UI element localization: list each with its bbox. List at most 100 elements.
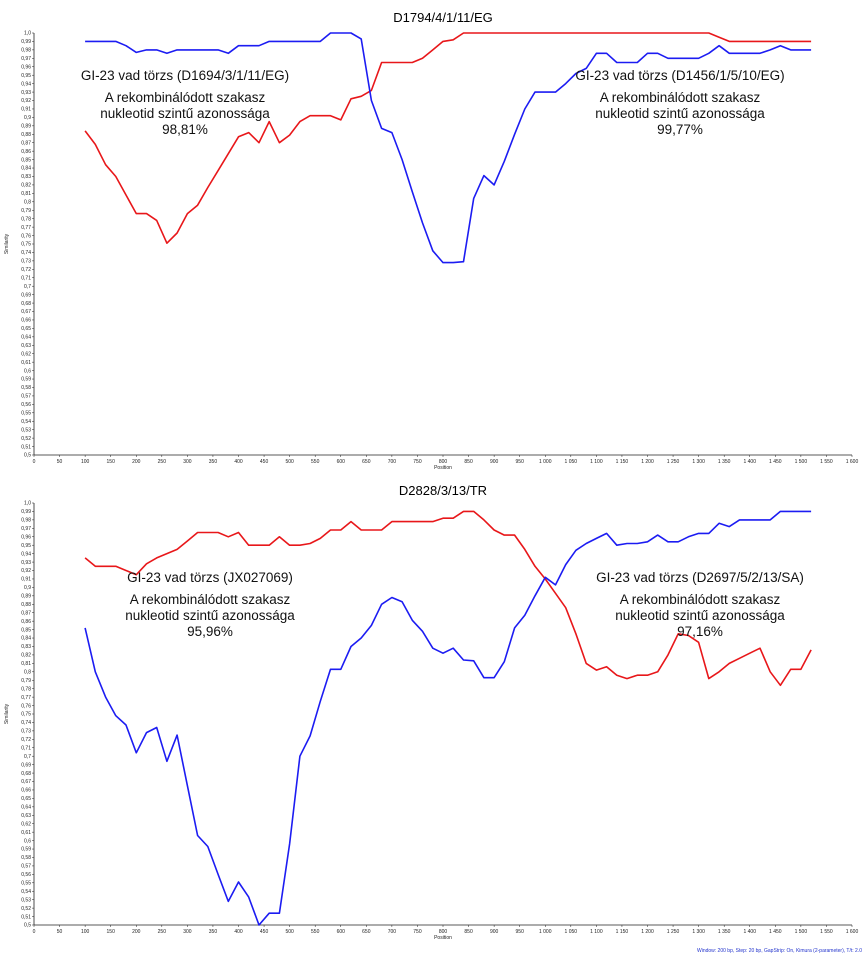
x-tick-label: 1 200 — [641, 459, 654, 465]
y-tick-label: 0,77 — [21, 695, 31, 701]
x-tick-label: 1 400 — [743, 459, 756, 465]
y-tick-label: 0,89 — [21, 594, 31, 600]
x-tick-label: 950 — [516, 929, 525, 935]
y-tick-label: 0,88 — [21, 602, 31, 608]
x-tick-label: 1 000 — [539, 929, 552, 935]
y-tick-label: 0,96 — [21, 64, 31, 70]
y-tick-label: 1,0 — [24, 501, 31, 507]
y-tick-label: 0,88 — [21, 132, 31, 138]
x-tick-label: 1 550 — [820, 929, 833, 935]
strain-annotation-label: GI-23 vad törzs (D1694/3/1/11/EG) — [81, 68, 289, 83]
x-tick-label: 1 200 — [641, 929, 654, 935]
y-tick-label: 0,7 — [24, 284, 31, 290]
x-tick-label: 150 — [107, 459, 116, 465]
y-tick-label: 0,82 — [21, 653, 31, 659]
y-tick-label: 0,63 — [21, 813, 31, 819]
y-tick-label: 0,63 — [21, 343, 31, 349]
x-tick-label: 1 300 — [692, 929, 705, 935]
x-tick-label: 100 — [81, 929, 90, 935]
y-tick-label: 0,99 — [21, 509, 31, 515]
y-tick-label: 0,5 — [24, 923, 31, 929]
y-tick-label: 0,84 — [21, 166, 31, 172]
y-tick-label: 0,52 — [21, 906, 31, 912]
x-tick-label: 800 — [439, 929, 448, 935]
y-tick-label: 0,84 — [21, 636, 31, 642]
y-tick-label: 0,73 — [21, 259, 31, 265]
x-tick-label: 750 — [413, 459, 422, 465]
y-tick-label: 0,99 — [21, 39, 31, 45]
x-tick-label: 1 400 — [743, 929, 756, 935]
recombination-identity-label: 97,16% — [677, 624, 723, 639]
y-tick-label: 0,6 — [24, 838, 31, 844]
y-tick-label: 0,74 — [21, 250, 31, 256]
y-tick-label: 0,5 — [24, 453, 31, 459]
x-tick-label: 600 — [337, 929, 346, 935]
y-tick-label: 0,78 — [21, 686, 31, 692]
y-tick-label: 0,64 — [21, 805, 31, 811]
y-tick-label: 0,58 — [21, 385, 31, 391]
y-tick-label: 0,53 — [21, 897, 31, 903]
strain-annotation-label: GI-23 vad törzs (JX027069) — [127, 570, 293, 585]
y-tick-label: 0,55 — [21, 881, 31, 887]
y-tick-label: 0,67 — [21, 779, 31, 785]
y-tick-label: 0,51 — [21, 444, 31, 450]
y-axis-label: Similarity — [4, 703, 10, 724]
y-tick-label: 0,95 — [21, 73, 31, 79]
y-tick-label: 0,87 — [21, 140, 31, 146]
x-tick-label: 800 — [439, 459, 448, 465]
y-tick-label: 0,58 — [21, 855, 31, 861]
x-tick-label: 50 — [57, 459, 63, 465]
y-tick-label: 0,56 — [21, 872, 31, 878]
series-line-red — [84, 510, 812, 687]
recombination-identity-label: A rekombinálódott szakasz — [105, 90, 266, 105]
y-tick-label: 0,68 — [21, 771, 31, 777]
y-tick-label: 1,0 — [24, 31, 31, 37]
y-tick-label: 0,69 — [21, 292, 31, 298]
recombination-identity-label: A rekombinálódott szakasz — [620, 592, 781, 607]
y-tick-label: 0,93 — [21, 90, 31, 96]
x-tick-label: 1 250 — [667, 929, 680, 935]
x-tick-label: 550 — [311, 929, 320, 935]
y-tick-label: 0,85 — [21, 627, 31, 633]
x-tick-label: 200 — [132, 929, 141, 935]
x-tick-label: 650 — [362, 929, 371, 935]
x-tick-label: 1 450 — [769, 929, 782, 935]
strain-annotation-label: GI-23 vad törzs (D1456/1/5/10/EG) — [575, 68, 784, 83]
x-tick-label: 1 350 — [718, 929, 731, 935]
y-tick-label: 0,71 — [21, 745, 31, 751]
y-tick-label: 0,86 — [21, 149, 31, 155]
y-tick-label: 0,94 — [21, 81, 31, 87]
y-tick-label: 0,95 — [21, 543, 31, 549]
y-tick-label: 0,54 — [21, 419, 31, 425]
y-tick-label: 0,67 — [21, 309, 31, 315]
y-tick-label: 0,51 — [21, 914, 31, 920]
y-tick-label: 0,92 — [21, 98, 31, 104]
y-tick-label: 0,91 — [21, 107, 31, 113]
y-tick-label: 0,65 — [21, 796, 31, 802]
y-tick-label: 0,71 — [21, 275, 31, 281]
y-tick-label: 0,57 — [21, 394, 31, 400]
x-tick-label: 500 — [285, 929, 294, 935]
y-tick-label: 0,86 — [21, 619, 31, 625]
x-tick-label: 250 — [158, 929, 167, 935]
y-tick-label: 0,56 — [21, 402, 31, 408]
x-tick-label: 600 — [337, 459, 346, 465]
y-tick-label: 0,61 — [21, 360, 31, 366]
y-tick-label: 0,69 — [21, 762, 31, 768]
chart-title: D1794/4/1/11/EG — [393, 10, 493, 25]
y-tick-label: 0,87 — [21, 610, 31, 616]
x-tick-label: 950 — [516, 459, 525, 465]
y-tick-label: 0,79 — [21, 208, 31, 214]
x-tick-label: 1 350 — [718, 459, 731, 465]
y-tick-label: 0,8 — [24, 670, 31, 676]
x-tick-label: 1 050 — [565, 459, 578, 465]
x-tick-label: 850 — [464, 459, 473, 465]
recombination-identity-label: 95,96% — [187, 624, 233, 639]
y-tick-label: 0,94 — [21, 551, 31, 557]
y-tick-label: 0,98 — [21, 48, 31, 54]
x-tick-label: 350 — [209, 459, 218, 465]
x-tick-label: 150 — [107, 929, 116, 935]
x-tick-label: 850 — [464, 929, 473, 935]
y-tick-label: 0,82 — [21, 183, 31, 189]
